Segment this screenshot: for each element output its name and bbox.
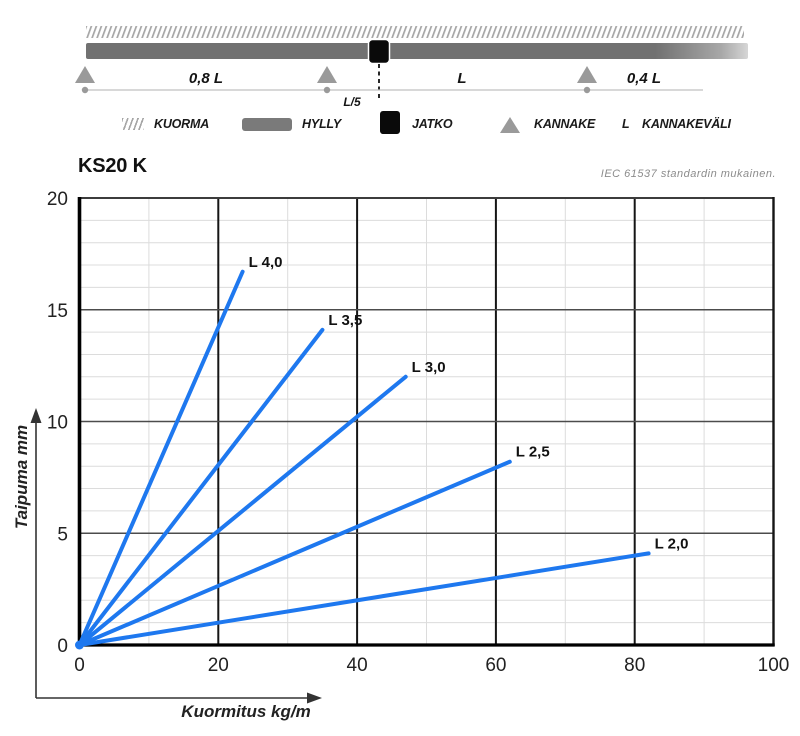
series-line-L 2,5 <box>77 459 512 647</box>
joint-icon <box>380 111 400 134</box>
joint-offset-label: L/5 <box>343 95 361 109</box>
x-tick-label: 40 <box>347 655 368 676</box>
x-tick-label: 60 <box>485 655 506 676</box>
page-title: KS20 K <box>78 155 147 177</box>
span-label-0_8L: 0,8 L <box>189 70 223 87</box>
span-label-L: L <box>457 70 466 87</box>
x-axis-arrowhead-icon <box>307 692 322 704</box>
series-label: L 2,5 <box>516 444 550 461</box>
hatch-icon <box>122 118 144 130</box>
axis-arrows <box>30 408 322 704</box>
legend-label-kannakevali: KANNAKEVÄLI <box>642 117 731 131</box>
load-hatch-band <box>86 26 744 38</box>
shelf-icon <box>242 118 292 131</box>
legend-label-hylly: HYLLY <box>302 117 342 131</box>
x-tick-label: 0 <box>74 655 85 676</box>
support-triangle-icon <box>317 66 337 83</box>
x-tick-label: 100 <box>758 655 790 676</box>
x-tick-label: 20 <box>208 655 229 676</box>
y-axis-label: Taipuma mm <box>12 424 31 530</box>
shelf-beam <box>86 43 748 59</box>
plot-area: L 4,0 L 3,5 L 3,0 L 2,5 L 2,0 0 20 40 60 80 100 0 5 1… <box>47 190 789 676</box>
y-tick-label: 15 <box>47 301 68 322</box>
standard-note: IEC 61537 standardin mukainen. <box>600 168 776 180</box>
joint-square <box>367 38 391 65</box>
support-dot <box>323 86 331 94</box>
support-triangle-icon <box>577 66 597 83</box>
series-label: L 2,0 <box>655 535 689 552</box>
series-line-L 3,5 <box>77 327 325 647</box>
series-label: L 3,5 <box>328 312 362 329</box>
legend-label-kannake: KANNAKE <box>534 117 596 131</box>
x-tick-label: 80 <box>624 655 645 676</box>
origin-dot <box>75 640 84 650</box>
deflection-chart: L 4,0 L 3,5 L 3,0 L 2,5 L 2,0 0 20 40 60 80 100 0 5 1… <box>30 190 789 704</box>
legend-label-kuorma: KUORMA <box>154 117 210 131</box>
support-dot <box>583 86 591 94</box>
series-label: L 3,0 <box>412 359 446 376</box>
y-tick-label: 10 <box>47 413 68 434</box>
L-symbol: L <box>622 117 630 131</box>
y-tick-label: 0 <box>57 636 68 657</box>
series-line-L 2,0 <box>77 551 651 647</box>
legend-label-jatko: JATKO <box>412 117 453 131</box>
series-label: L 4,0 <box>249 254 283 271</box>
span-label-0_4L: 0,4 L <box>627 70 661 87</box>
x-axis-label: Kuormitus kg/m <box>181 702 311 721</box>
support-dot <box>81 86 89 94</box>
y-axis-arrowhead-icon <box>30 408 42 423</box>
support-icon <box>500 117 520 133</box>
y-tick-label: 5 <box>57 524 68 545</box>
support-triangle-icon <box>75 66 95 83</box>
support-span-schematic: 0,8 L L 0,4 L L/5 <box>75 26 748 109</box>
y-tick-label: 20 <box>47 190 68 210</box>
series-line-L 4,0 <box>77 269 245 647</box>
series-line-L 3,0 <box>77 374 408 647</box>
